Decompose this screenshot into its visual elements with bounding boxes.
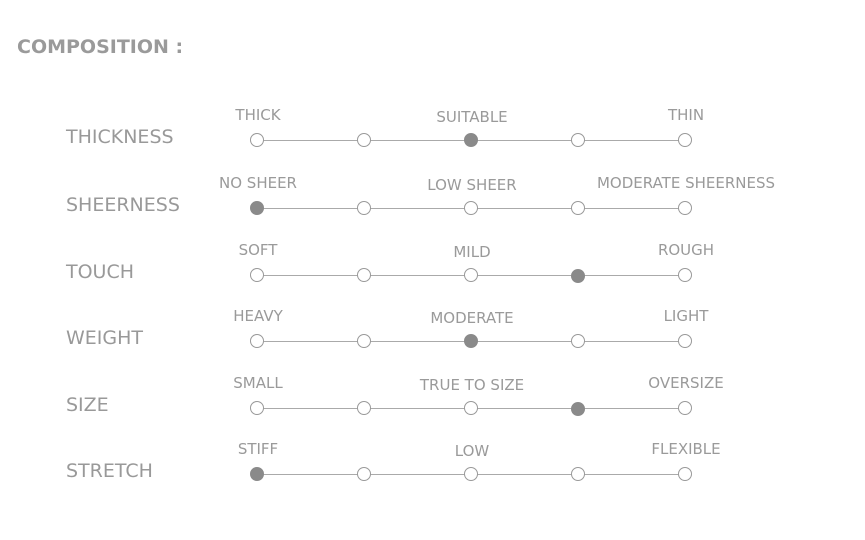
scale-label: STRETCH bbox=[66, 460, 153, 482]
scale-option-4-selected[interactable] bbox=[571, 269, 585, 283]
scale-middle-label: MILD bbox=[453, 243, 491, 261]
scale-right-label: LIGHT bbox=[663, 307, 709, 325]
scale-option-1[interactable] bbox=[250, 401, 264, 415]
scale-option-5[interactable] bbox=[678, 467, 692, 481]
scale-option-1[interactable] bbox=[250, 334, 264, 348]
scale-option-4[interactable] bbox=[571, 201, 585, 215]
scale-option-2[interactable] bbox=[357, 334, 371, 348]
scale-label: THICKNESS bbox=[66, 126, 174, 148]
scale-left-label: STIFF bbox=[237, 440, 279, 458]
scale-label: SHEERNESS bbox=[66, 194, 180, 216]
scale-label: WEIGHT bbox=[66, 327, 144, 349]
scale-option-3[interactable] bbox=[464, 467, 478, 481]
scale-option-5[interactable] bbox=[678, 401, 692, 415]
scale-option-5[interactable] bbox=[678, 268, 692, 282]
scale-option-2[interactable] bbox=[357, 268, 371, 282]
scale-option-1-selected[interactable] bbox=[250, 467, 264, 481]
scale-row-thickness: THICKNESS THICK SUITABLE THIN bbox=[0, 106, 865, 182]
scale-option-4-selected[interactable] bbox=[571, 402, 585, 416]
scale-option-1-selected[interactable] bbox=[250, 201, 264, 215]
scale-left-label: HEAVY bbox=[233, 307, 283, 325]
scale-option-4[interactable] bbox=[571, 467, 585, 481]
scale-label: SIZE bbox=[66, 394, 109, 416]
scale-option-2[interactable] bbox=[357, 467, 371, 481]
scale-option-5[interactable] bbox=[678, 201, 692, 215]
scale-option-3[interactable] bbox=[464, 201, 478, 215]
scale-row-stretch: STRETCH STIFF LOW FLEXIBLE bbox=[0, 440, 865, 516]
scale-option-4[interactable] bbox=[571, 133, 585, 147]
scale-middle-label: MODERATE bbox=[430, 309, 514, 327]
scale-right-label: ROUGH bbox=[657, 241, 715, 259]
scale-option-1[interactable] bbox=[250, 268, 264, 282]
scale-left-label: THICK bbox=[235, 106, 281, 124]
scale-left-label: SOFT bbox=[238, 241, 278, 259]
scale-right-label: OVERSIZE bbox=[648, 374, 724, 392]
scale-middle-label: LOW SHEER bbox=[427, 176, 517, 194]
scale-left-label: NO SHEER bbox=[219, 174, 297, 192]
scale-option-2[interactable] bbox=[357, 133, 371, 147]
scale-row-sheerness: SHEERNESS NO SHEER LOW SHEER MODERATE SHEE… bbox=[0, 174, 865, 250]
scale-label: TOUCH bbox=[66, 261, 135, 283]
scale-row-weight: WEIGHT HEAVY MODERATE LIGHT bbox=[0, 307, 865, 383]
scale-option-3[interactable] bbox=[464, 401, 478, 415]
scale-left-label: SMALL bbox=[233, 374, 283, 392]
scale-option-5[interactable] bbox=[678, 133, 692, 147]
scale-option-3[interactable] bbox=[464, 268, 478, 282]
scale-row-size: SIZE SMALL TRUE TO SIZE OVERSIZE bbox=[0, 374, 865, 450]
scale-option-2[interactable] bbox=[357, 401, 371, 415]
scale-middle-label: SUITABLE bbox=[436, 108, 508, 126]
scale-option-3-selected[interactable] bbox=[464, 334, 478, 348]
scale-right-label: FLEXIBLE bbox=[651, 440, 721, 458]
scale-option-2[interactable] bbox=[357, 201, 371, 215]
scale-right-label: MODERATE SHEERNESS bbox=[596, 174, 776, 192]
composition-title: COMPOSITION : bbox=[17, 36, 184, 58]
scale-option-1[interactable] bbox=[250, 133, 264, 147]
scale-option-4[interactable] bbox=[571, 334, 585, 348]
scale-option-5[interactable] bbox=[678, 334, 692, 348]
scale-middle-label: TRUE TO SIZE bbox=[419, 376, 525, 394]
scale-row-touch: TOUCH SOFT MILD ROUGH bbox=[0, 241, 865, 317]
scale-middle-label: LOW bbox=[454, 442, 490, 460]
scale-right-label: THIN bbox=[667, 106, 705, 124]
scale-option-3-selected[interactable] bbox=[464, 133, 478, 147]
